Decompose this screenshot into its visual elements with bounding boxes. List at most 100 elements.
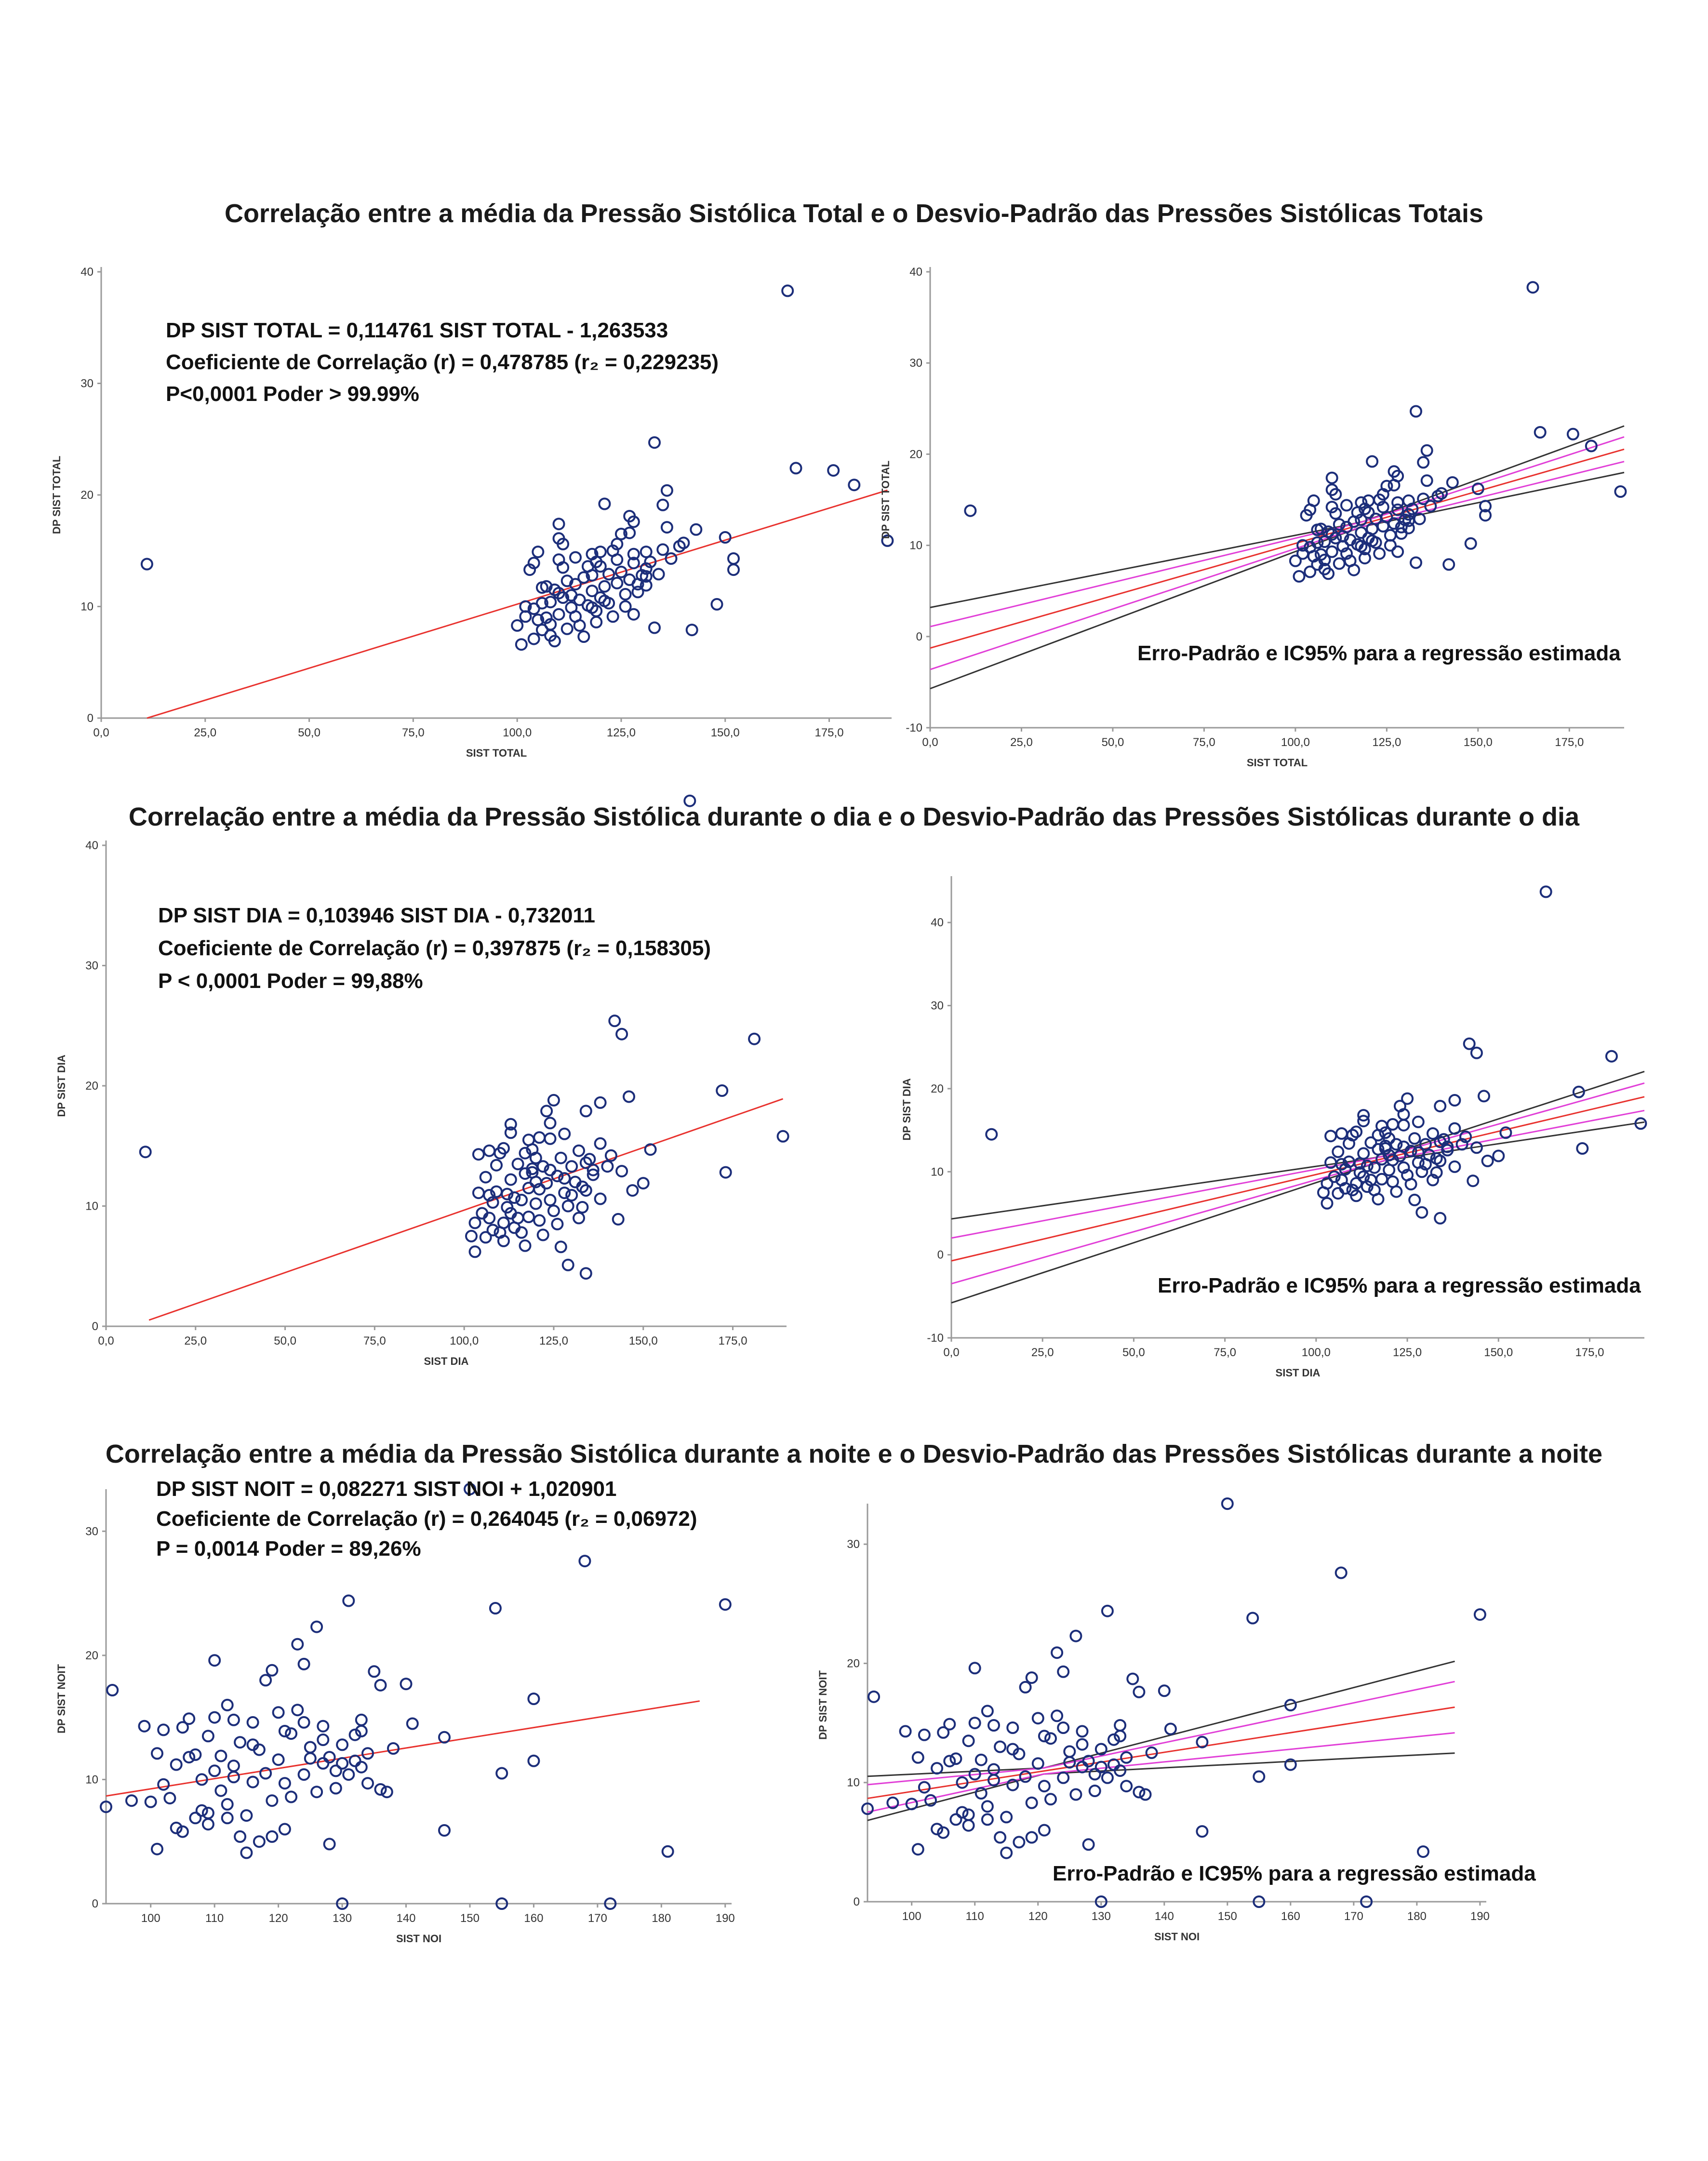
data-point bbox=[240, 1809, 253, 1822]
data-point bbox=[291, 1638, 304, 1651]
ci95-lower-line bbox=[930, 471, 1625, 690]
data-point bbox=[1311, 523, 1324, 536]
x-tick-label: 125,0 bbox=[539, 1334, 568, 1347]
ci95-upper-line bbox=[867, 1660, 1455, 1777]
y-tick-label: 30 bbox=[931, 1000, 944, 1013]
x-tick-label: 160 bbox=[524, 1912, 543, 1925]
data-point bbox=[374, 1783, 387, 1796]
data-point bbox=[1019, 1681, 1032, 1694]
data-point bbox=[522, 1211, 535, 1223]
y-tick-label: 0 bbox=[854, 1895, 860, 1908]
data-point bbox=[1063, 1745, 1076, 1758]
data-point bbox=[1025, 1796, 1038, 1809]
data-point bbox=[1350, 1177, 1363, 1190]
data-point bbox=[1373, 547, 1386, 560]
x-tick-label: 100,0 bbox=[1302, 1346, 1331, 1359]
data-point bbox=[1434, 1100, 1447, 1113]
data-point bbox=[1417, 493, 1430, 506]
data-point bbox=[1069, 1788, 1082, 1801]
data-point bbox=[472, 1148, 485, 1161]
regression-line bbox=[147, 489, 888, 719]
x-axis-label: SIST DIA bbox=[1276, 1367, 1321, 1379]
section-title-day: Correlação entre a média da Pressão Sist… bbox=[128, 802, 1580, 831]
data-point bbox=[387, 1742, 400, 1755]
data-point bbox=[1344, 534, 1357, 547]
data-point bbox=[1362, 532, 1375, 545]
x-axis-label: SIST TOTAL bbox=[1247, 757, 1308, 769]
data-point bbox=[1332, 1145, 1345, 1158]
data-point bbox=[1340, 547, 1353, 560]
data-point bbox=[504, 1118, 517, 1131]
data-point bbox=[323, 1838, 336, 1851]
data-point bbox=[1361, 1160, 1374, 1173]
y-tick-label: 10 bbox=[847, 1776, 860, 1789]
data-point bbox=[748, 1032, 761, 1045]
y-tick-label: 0 bbox=[937, 1249, 944, 1262]
data-point bbox=[683, 794, 696, 807]
data-point bbox=[1357, 1170, 1370, 1183]
data-point bbox=[565, 1160, 578, 1173]
x-tick-label: 190 bbox=[1470, 1910, 1490, 1923]
data-point bbox=[587, 1168, 600, 1181]
data-point bbox=[489, 1602, 502, 1614]
data-point bbox=[304, 1752, 317, 1765]
data-point bbox=[1108, 1758, 1120, 1771]
data-point bbox=[221, 1812, 234, 1825]
data-point bbox=[552, 532, 565, 545]
data-point bbox=[1448, 1160, 1461, 1173]
data-point bbox=[827, 464, 840, 477]
data-point bbox=[479, 1171, 492, 1184]
data-point bbox=[558, 1127, 571, 1140]
data-point bbox=[1401, 1092, 1414, 1105]
data-point bbox=[1133, 1685, 1146, 1698]
data-point bbox=[586, 585, 599, 598]
data-point bbox=[100, 1801, 112, 1814]
y-tick-label: 20 bbox=[931, 1082, 944, 1095]
data-point bbox=[522, 1134, 535, 1147]
data-point bbox=[342, 1594, 355, 1607]
data-point bbox=[483, 1189, 496, 1201]
data-point bbox=[195, 1773, 208, 1786]
data-point bbox=[573, 593, 586, 606]
data-point bbox=[1435, 487, 1448, 500]
data-point bbox=[1120, 1751, 1133, 1764]
data-point bbox=[144, 1795, 157, 1808]
data-point bbox=[606, 610, 619, 623]
data-point bbox=[861, 1802, 874, 1815]
data-point bbox=[278, 1725, 291, 1737]
data-point bbox=[1000, 1846, 1013, 1859]
x-tick-label: 130 bbox=[1092, 1910, 1111, 1923]
data-point bbox=[495, 1767, 508, 1780]
data-point bbox=[727, 563, 740, 576]
data-point bbox=[1404, 1178, 1417, 1191]
data-point bbox=[974, 1787, 987, 1800]
data-point bbox=[612, 1213, 625, 1226]
data-point bbox=[1441, 1140, 1454, 1153]
data-point bbox=[583, 1153, 596, 1166]
x-tick-label: 125,0 bbox=[1393, 1346, 1422, 1359]
data-point bbox=[285, 1727, 298, 1740]
x-axis-label: SIST NOI bbox=[1154, 1931, 1200, 1943]
data-point bbox=[685, 624, 698, 637]
data-point bbox=[604, 1149, 617, 1162]
data-point bbox=[611, 553, 624, 566]
data-point bbox=[348, 1754, 361, 1767]
data-point bbox=[1470, 1141, 1483, 1154]
x-tick-label: 100,0 bbox=[450, 1334, 479, 1347]
data-point bbox=[547, 1204, 560, 1217]
x-tick-label: 190 bbox=[716, 1912, 735, 1925]
data-point bbox=[660, 484, 673, 497]
x-tick-label: 100 bbox=[902, 1910, 921, 1923]
data-point bbox=[561, 1258, 574, 1271]
x-tick-label: 50,0 bbox=[274, 1334, 296, 1347]
data-point bbox=[943, 1718, 956, 1731]
data-point bbox=[573, 1144, 585, 1157]
data-point bbox=[994, 1740, 1007, 1753]
se-upper-line bbox=[867, 1681, 1455, 1786]
regression-equation: DP SIST NOIT = 0,082271 SIST NOI + 1,020… bbox=[156, 1477, 616, 1501]
section-title-night: Correlação entre a média da Pressão Sist… bbox=[105, 1440, 1603, 1468]
y-tick-label: -10 bbox=[906, 721, 922, 734]
data-point bbox=[1364, 1136, 1377, 1149]
